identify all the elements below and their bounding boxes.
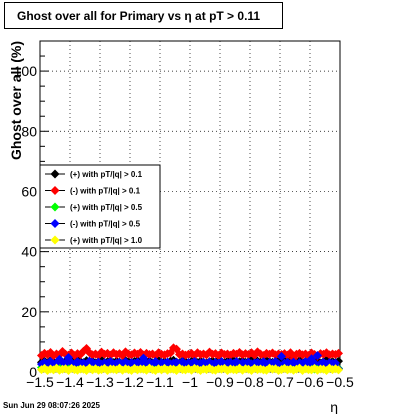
legend-item: (+) with pT/|q| > 1.0	[45, 235, 143, 245]
legend-marker	[50, 169, 60, 179]
legend-marker	[50, 219, 60, 228]
legend-item: (-) with pT/|q| > 0.1	[45, 186, 141, 196]
y-tick-label: 40	[21, 244, 37, 260]
x-tick-label: −0.8	[236, 374, 264, 390]
legend: (+) with pT/|q| > 0.1 (-) with pT/|q| > 0…	[39, 164, 161, 249]
x-tick-label: −0.7	[266, 374, 294, 390]
y-axis-label: Ghost over all (%)	[8, 41, 24, 160]
timestamp: Sun Jun 29 08:07:26 2025	[3, 401, 100, 410]
legend-label: (+) with pT/|q| > 1.0	[70, 236, 143, 245]
y-tick-label: 80	[21, 123, 37, 139]
legend-label: (+) with pT/|q| > 0.5	[70, 203, 143, 212]
x-tick-label: −1.5	[26, 374, 54, 390]
x-tick-label: −1.3	[86, 374, 114, 390]
y-tick-label: 100	[14, 63, 38, 79]
data-point	[334, 348, 343, 358]
legend-item: (+) with pT/|q| > 0.5	[45, 202, 143, 212]
x-tick-label: −0.6	[296, 374, 324, 390]
legend-item: (-) with pT/|q| > 0.5	[45, 219, 141, 229]
chart-title: Ghost over all for Primary vs η at pT > …	[4, 2, 283, 29]
x-tick-label: −0.9	[206, 374, 234, 390]
x-tick-label: −1.4	[56, 374, 84, 390]
x-tick-label: −1	[182, 374, 198, 390]
y-tick-label: 60	[21, 183, 37, 199]
legend-label: (+) with pT/|q| > 0.1	[70, 170, 143, 179]
series-4	[37, 363, 343, 375]
y-tick-label: 0	[29, 364, 37, 380]
legend-label: (-) with pT/|q| > 0.5	[70, 220, 141, 229]
data-point	[334, 365, 343, 375]
legend-marker	[50, 235, 60, 245]
data-point	[313, 350, 322, 360]
data-point	[310, 358, 319, 368]
legend-marker	[50, 186, 60, 195]
x-tick-label: −1.1	[146, 374, 174, 390]
x-axis-label: η	[330, 399, 338, 414]
legend-label: (-) with pT/|q| > 0.1	[70, 187, 141, 196]
legend-marker	[50, 202, 60, 212]
y-tick-label: 20	[21, 304, 37, 320]
x-tick-label: −0.5	[326, 374, 354, 390]
data-point	[277, 351, 286, 361]
x-tick-label: −1.2	[116, 374, 144, 390]
plot-area	[37, 343, 343, 375]
data-point	[331, 358, 340, 368]
legend-item: (+) with pT/|q| > 0.1	[45, 169, 143, 179]
